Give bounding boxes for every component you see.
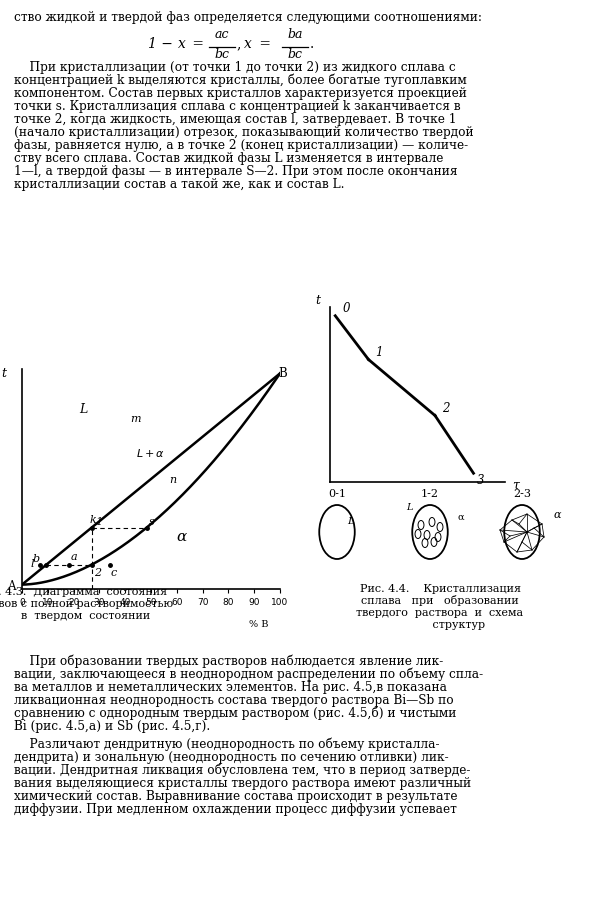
Text: α: α [554,510,562,520]
Text: 1—l, а твердой фазы — в интервале S—2. При этом после окончания: 1—l, а твердой фазы — в интервале S—2. П… [14,165,458,178]
Text: химический состав. Выравнивание состава происходит в результате: химический состав. Выравнивание состава … [14,790,457,803]
Text: Рис. 4.3.  Диаграмма  состояния: Рис. 4.3. Диаграмма состояния [0,587,167,597]
Text: 2: 2 [442,402,450,415]
Text: твердого  раствора  и  схема: твердого раствора и схема [356,608,523,618]
Text: точки s. Кристаллизация сплава с концентрацией k заканчивается в: точки s. Кристаллизация сплава с концент… [14,100,461,113]
Text: дендрита) и зональную (неоднородность по сечению отливки) лик-: дендрита) и зональную (неоднородность по… [14,751,448,764]
Text: сплава   при   образовании: сплава при образовании [361,595,519,606]
Text: k: k [89,515,96,525]
Text: m: m [130,414,141,423]
Text: bc: bc [287,48,303,61]
Text: B: B [278,367,287,380]
Text: Различают дендритную (неоднородность по объему кристалла-: Различают дендритную (неоднородность по … [14,737,440,751]
Text: l: l [31,559,34,569]
Text: При кристаллизации (от точки 1 до точки 2) из жидкого сплава с: При кристаллизации (от точки 1 до точки … [14,61,455,74]
Text: структур: структур [395,620,486,630]
Text: Bi (рис. 4.5,а) и Sb (рис. 4.5,г).: Bi (рис. 4.5,а) и Sb (рис. 4.5,г). [14,720,210,733]
Text: ству всего сплава. Состав жидкой фазы L изменяется в интервале: ству всего сплава. Состав жидкой фазы L … [14,152,443,165]
Text: ac: ac [215,28,230,41]
Text: t: t [315,293,320,307]
Text: вания выделяющиеся кристаллы твердого раствора имеют различный: вания выделяющиеся кристаллы твердого ра… [14,777,471,790]
Text: c: c [111,568,117,578]
Text: % B: % B [249,620,268,629]
Text: s: s [149,518,155,527]
Text: вации. Дендритная ликвация обусловлена тем, что в период затверде-: вации. Дендритная ликвация обусловлена т… [14,763,470,777]
Text: При образовании твердых растворов наблюдается явление лик-: При образовании твердых растворов наблюд… [14,655,443,668]
Text: a: a [70,553,77,562]
Text: 2-3: 2-3 [513,489,531,499]
Text: x: x [178,37,186,51]
Text: $L+α$: $L+α$ [136,447,165,459]
Text: концентрацией k выделяются кристаллы, более богатые тугоплавким: концентрацией k выделяются кристаллы, бо… [14,74,467,87]
Text: =: = [255,37,271,51]
Text: ва металлов и неметаллических элементов. На рис. 4.5,в показана: ва металлов и неметаллических элементов.… [14,681,447,694]
Text: α: α [177,529,187,544]
Text: L: L [406,503,412,512]
Text: 1 −: 1 − [148,37,177,51]
Text: 3: 3 [477,474,484,487]
Text: α: α [458,513,465,522]
Text: ba: ba [287,28,303,41]
Text: точке 2, когда жидкость, имеющая состав l, затвердевает. В точке 1: точке 2, когда жидкость, имеющая состав … [14,113,457,126]
Text: .: . [310,37,314,51]
Text: L: L [78,403,87,416]
Text: (начало кристаллизации) отрезок, показывающий количество твердой: (начало кристаллизации) отрезок, показыв… [14,126,474,139]
Text: 2: 2 [94,568,101,578]
Text: =: = [188,37,204,51]
Text: n: n [169,475,176,485]
Text: bc: bc [215,48,230,61]
Text: 0-1: 0-1 [328,489,346,499]
Text: фазы, равняется нулю, а в точке 2 (конец кристаллизации) — количе-: фазы, равняется нулю, а в точке 2 (конец… [14,139,468,152]
Text: τ: τ [512,479,519,492]
Text: 1: 1 [375,346,383,359]
Text: t: t [1,367,6,380]
Text: Рис. 4.4.    Кристаллизация: Рис. 4.4. Кристаллизация [359,584,520,594]
Text: 1: 1 [96,518,103,527]
Text: вации, заключающееся в неоднородном распределении по объему спла-: вации, заключающееся в неоднородном расп… [14,667,483,681]
Text: ство жидкой и твердой фаз определяется следующими соотношениями:: ство жидкой и твердой фаз определяется с… [14,11,482,24]
Text: L: L [347,517,354,526]
Text: сплавов с полной растворимостью: сплавов с полной растворимостью [0,599,173,609]
Text: диффузии. При медленном охлаждении процесс диффузии успевает: диффузии. При медленном охлаждении проце… [14,803,457,816]
Text: компонентом. Состав первых кристаллов характеризуется проекцией: компонентом. Состав первых кристаллов ха… [14,87,467,100]
Text: кристаллизации состав a такой же, как и состав L.: кристаллизации состав a такой же, как и … [14,178,345,191]
Text: x: x [244,37,252,51]
Text: ликвационная неоднородность состава твердого раствора Bi—Sb по: ликвационная неоднородность состава твер… [14,694,454,707]
Text: 0: 0 [342,302,350,315]
Text: b: b [32,554,40,564]
Text: в  твердом  состоянии: в твердом состоянии [0,611,150,621]
Text: ,: , [236,37,240,51]
Text: A: A [8,580,16,593]
Text: сравнению с однородным твердым раствором (рис. 4.5,б) и чистыми: сравнению с однородным твердым раствором… [14,707,457,720]
Text: 1-2: 1-2 [421,489,439,499]
